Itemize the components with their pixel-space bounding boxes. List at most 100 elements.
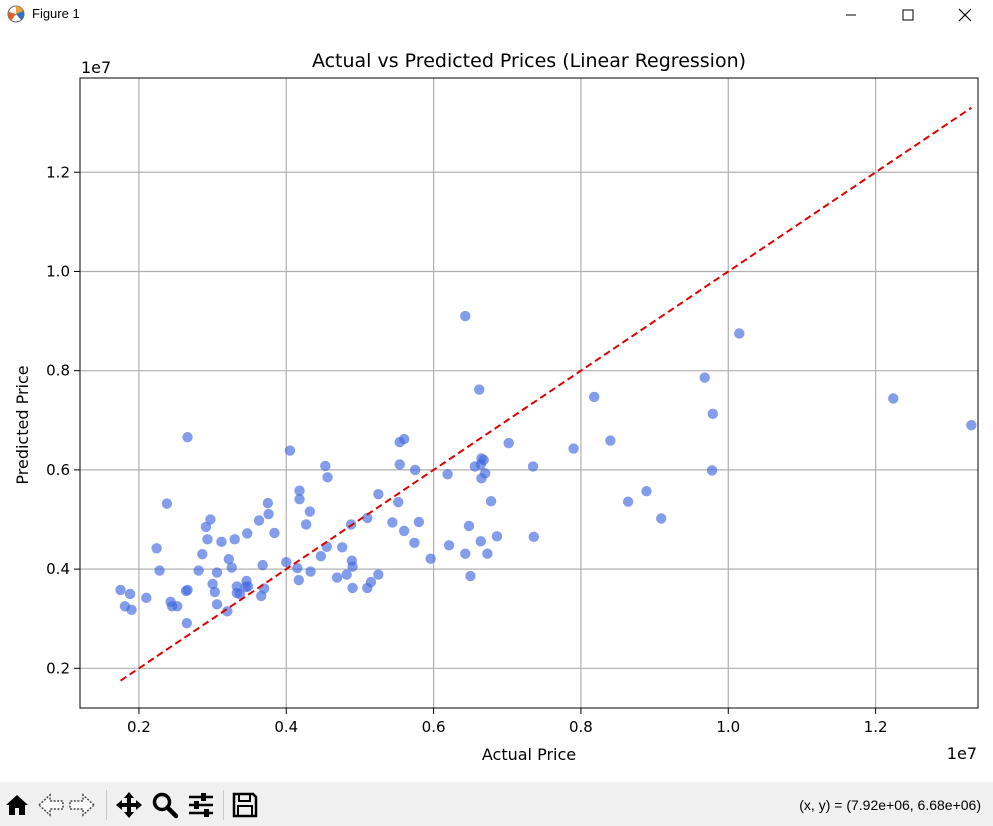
data-point <box>304 506 316 517</box>
data-point <box>398 433 410 445</box>
y-offset-label: 1e7 <box>81 58 111 77</box>
data-point <box>460 548 471 559</box>
save-button[interactable] <box>231 791 259 819</box>
x-tick-label: 0.8 <box>569 718 593 736</box>
chart-title: Actual vs Predicted Prices (Linear Regre… <box>312 50 746 72</box>
data-point <box>181 617 193 629</box>
data-point <box>222 606 233 617</box>
scatter-chart: 0.2 0.4 0.6 0.8 1.0 1.2 0.2 0.4 0.6 0.8 1.0 1.2 Ac… <box>13 50 979 764</box>
close-button[interactable] <box>937 0 993 30</box>
data-point <box>281 556 292 568</box>
data-point <box>656 513 667 524</box>
data-point <box>966 420 977 431</box>
data-point <box>154 565 165 576</box>
minimize-button[interactable] <box>823 0 879 30</box>
data-point <box>262 497 274 509</box>
data-point <box>115 584 126 596</box>
data-point <box>413 516 425 528</box>
data-point <box>482 548 493 559</box>
data-point <box>320 460 331 472</box>
data-point <box>699 372 710 383</box>
configure-subplots-icon <box>189 793 213 817</box>
data-point <box>393 496 404 508</box>
data-point <box>474 384 485 395</box>
data-point <box>294 485 305 496</box>
figure-canvas[interactable]: 0.2 0.4 0.6 0.8 1.0 1.2 0.2 0.4 0.6 0.8 1.0 1.2 Ac… <box>0 30 993 782</box>
data-point <box>394 459 405 470</box>
data-point <box>465 570 476 582</box>
back-button[interactable] <box>37 791 65 819</box>
y-tick-label: 0.2 <box>46 659 70 677</box>
back-arrow-icon <box>37 793 64 817</box>
data-point <box>706 465 718 476</box>
data-point <box>373 488 384 500</box>
data-point <box>365 576 377 588</box>
data-point <box>300 519 312 530</box>
data-point <box>193 565 204 576</box>
x-tick-label: 0.6 <box>422 718 446 736</box>
data-point <box>315 551 327 562</box>
x-tick-label: 0.2 <box>127 718 151 736</box>
data-point <box>588 391 600 403</box>
data-point <box>485 495 497 507</box>
forward-button[interactable] <box>68 791 96 819</box>
zoom-button[interactable] <box>151 791 179 819</box>
data-point <box>211 567 223 578</box>
grid <box>80 78 978 708</box>
data-point <box>202 534 213 545</box>
x-tick-label: 0.4 <box>274 718 298 736</box>
data-point <box>124 588 136 600</box>
home-button[interactable] <box>3 791 31 819</box>
data-point <box>161 498 173 509</box>
data-point <box>209 586 221 598</box>
data-point <box>641 486 652 497</box>
data-point <box>527 461 539 472</box>
data-point <box>294 493 305 505</box>
data-point <box>226 562 237 573</box>
data-point <box>322 472 333 483</box>
data-point <box>337 542 348 553</box>
toolbar-separator <box>223 790 224 820</box>
data-point <box>257 559 268 571</box>
data-point <box>242 581 254 592</box>
data-point <box>223 553 235 565</box>
data-point <box>373 569 384 580</box>
data-point <box>253 515 265 526</box>
reference-line <box>119 106 972 682</box>
data-point <box>347 582 358 594</box>
pan-button[interactable] <box>115 791 143 819</box>
data-point <box>398 525 410 537</box>
data-point <box>734 328 745 339</box>
x-axis-label: Actual Price <box>482 745 576 764</box>
data-point <box>234 588 246 600</box>
data-point <box>491 531 503 542</box>
data-point <box>442 469 453 480</box>
data-point <box>141 592 152 604</box>
save-floppy-icon <box>232 792 258 818</box>
data-point <box>409 537 420 549</box>
data-point <box>242 528 253 539</box>
data-point <box>409 464 421 476</box>
data-point <box>443 540 455 551</box>
data-point <box>205 514 216 525</box>
data-point <box>305 566 316 577</box>
y-tick-label: 0.6 <box>46 461 70 479</box>
data-point <box>347 561 358 572</box>
window-title: Figure 1 <box>32 6 80 21</box>
configure-subplots-button[interactable] <box>187 791 215 819</box>
data-point <box>284 445 296 456</box>
pan-move-icon <box>116 792 142 818</box>
y-tick-label: 1.2 <box>46 163 70 181</box>
y-tick-label: 0.8 <box>46 362 70 380</box>
y-axis-label: Predicted Price <box>13 365 32 484</box>
home-icon <box>6 795 28 815</box>
x-offset-label: 1e7 <box>947 744 977 763</box>
data-point <box>293 574 304 586</box>
close-icon <box>958 8 972 22</box>
maximize-button[interactable] <box>880 0 936 30</box>
zoom-magnifier-icon <box>152 792 179 819</box>
y-tick-label: 0.4 <box>46 560 70 578</box>
data-point <box>258 583 270 594</box>
data-point <box>263 508 274 520</box>
forward-arrow-icon <box>69 793 96 817</box>
